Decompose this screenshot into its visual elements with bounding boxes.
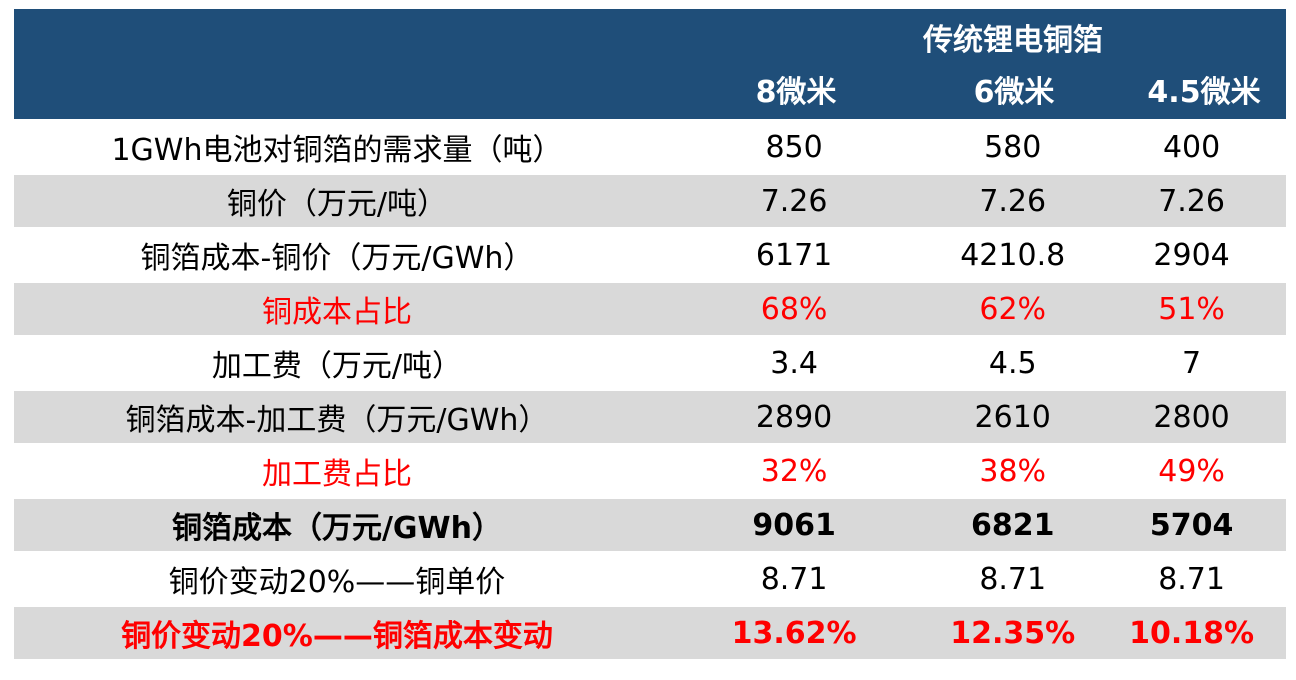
cell-value: 7 <box>1182 345 1202 381</box>
row-label: 铜价（万元/吨） <box>226 187 448 222</box>
cell-value: 9061 <box>752 507 836 543</box>
row-label: 铜成本占比 <box>261 295 412 330</box>
cell-value: 49% <box>1158 453 1225 489</box>
cell-value: 7.26 <box>979 183 1047 219</box>
table-row: 铜箔成本-加工费（万元/GWh） 2890 2610 2800 <box>14 389 1286 443</box>
row-label: 铜价变动20%——铜单价 <box>168 565 506 600</box>
cell-value: 2904 <box>1153 237 1230 273</box>
cell-value: 4.5 <box>988 345 1037 381</box>
group-title: 传统锂电铜箔 <box>923 23 1103 58</box>
cell-value: 38% <box>979 453 1047 489</box>
table-header: 传统锂电铜箔 8微米 6微米 4.5微米 <box>14 9 1286 119</box>
cell-value: 580 <box>984 129 1042 165</box>
row-label: 铜箔成本-加工费（万元/GWh） <box>125 403 549 438</box>
cell-value: 7.26 <box>760 183 828 219</box>
cell-value: 850 <box>765 129 823 165</box>
row-label: 加工费（万元/吨） <box>211 349 463 384</box>
table-row: 铜价变动20%——铜单价 8.71 8.71 8.71 <box>14 551 1286 605</box>
table-row: 1GWh电池对铜箔的需求量（吨） 850 580 400 <box>14 119 1286 173</box>
cell-value: 2610 <box>974 399 1051 435</box>
row-label: 铜箔成本-铜价（万元/GWh） <box>140 241 534 276</box>
table-row-highlight: 铜成本占比 68% 62% 51% <box>14 281 1286 335</box>
row-label: 铜价变动20%——铜箔成本变动 <box>121 619 553 654</box>
cell-value: 4210.8 <box>960 237 1066 273</box>
table-row-total: 铜箔成本（万元/GWh） 9061 6821 5704 <box>14 497 1286 551</box>
table-row-highlight: 加工费占比 32% 38% 49% <box>14 443 1286 497</box>
cell-value: 12.35% <box>950 615 1076 651</box>
cell-value: 62% <box>979 291 1047 327</box>
column-header-4-5um: 4.5微米 <box>1147 75 1261 110</box>
cell-value: 7.26 <box>1158 183 1225 219</box>
cell-value: 68% <box>760 291 828 327</box>
column-header-6um: 6微米 <box>973 75 1055 110</box>
cell-value: 13.62% <box>731 615 857 651</box>
row-label: 1GWh电池对铜箔的需求量（吨） <box>111 133 563 168</box>
cell-value: 6821 <box>970 507 1055 543</box>
cost-table: 传统锂电铜箔 8微米 6微米 4.5微米 1GWh电池对铜箔的需求量（吨） 85… <box>14 9 1286 659</box>
cell-value: 400 <box>1162 129 1221 165</box>
cell-value: 8.71 <box>1158 561 1225 597</box>
row-label: 铜箔成本（万元/GWh） <box>171 511 502 546</box>
cell-value: 2890 <box>755 399 833 435</box>
table-row-highlight-total: 铜价变动20%——铜箔成本变动 13.62% 12.35% 10.18% <box>14 605 1286 659</box>
cell-value: 10.18% <box>1129 615 1255 651</box>
cell-value: 8.71 <box>760 561 828 597</box>
table-row: 铜价（万元/吨） 7.26 7.26 7.26 <box>14 173 1286 227</box>
cell-value: 5704 <box>1149 507 1234 543</box>
table-row: 铜箔成本-铜价（万元/GWh） 6171 4210.8 2904 <box>14 227 1286 281</box>
cell-value: 2800 <box>1153 399 1230 435</box>
column-header-8um: 8微米 <box>755 75 837 110</box>
cell-value: 3.4 <box>770 345 818 381</box>
cell-value: 8.71 <box>979 561 1047 597</box>
cell-value: 6171 <box>755 237 833 273</box>
row-label: 加工费占比 <box>261 457 412 492</box>
cell-value: 51% <box>1158 291 1225 327</box>
table-row: 加工费（万元/吨） 3.4 4.5 7 <box>14 335 1286 389</box>
cell-value: 32% <box>760 453 828 489</box>
